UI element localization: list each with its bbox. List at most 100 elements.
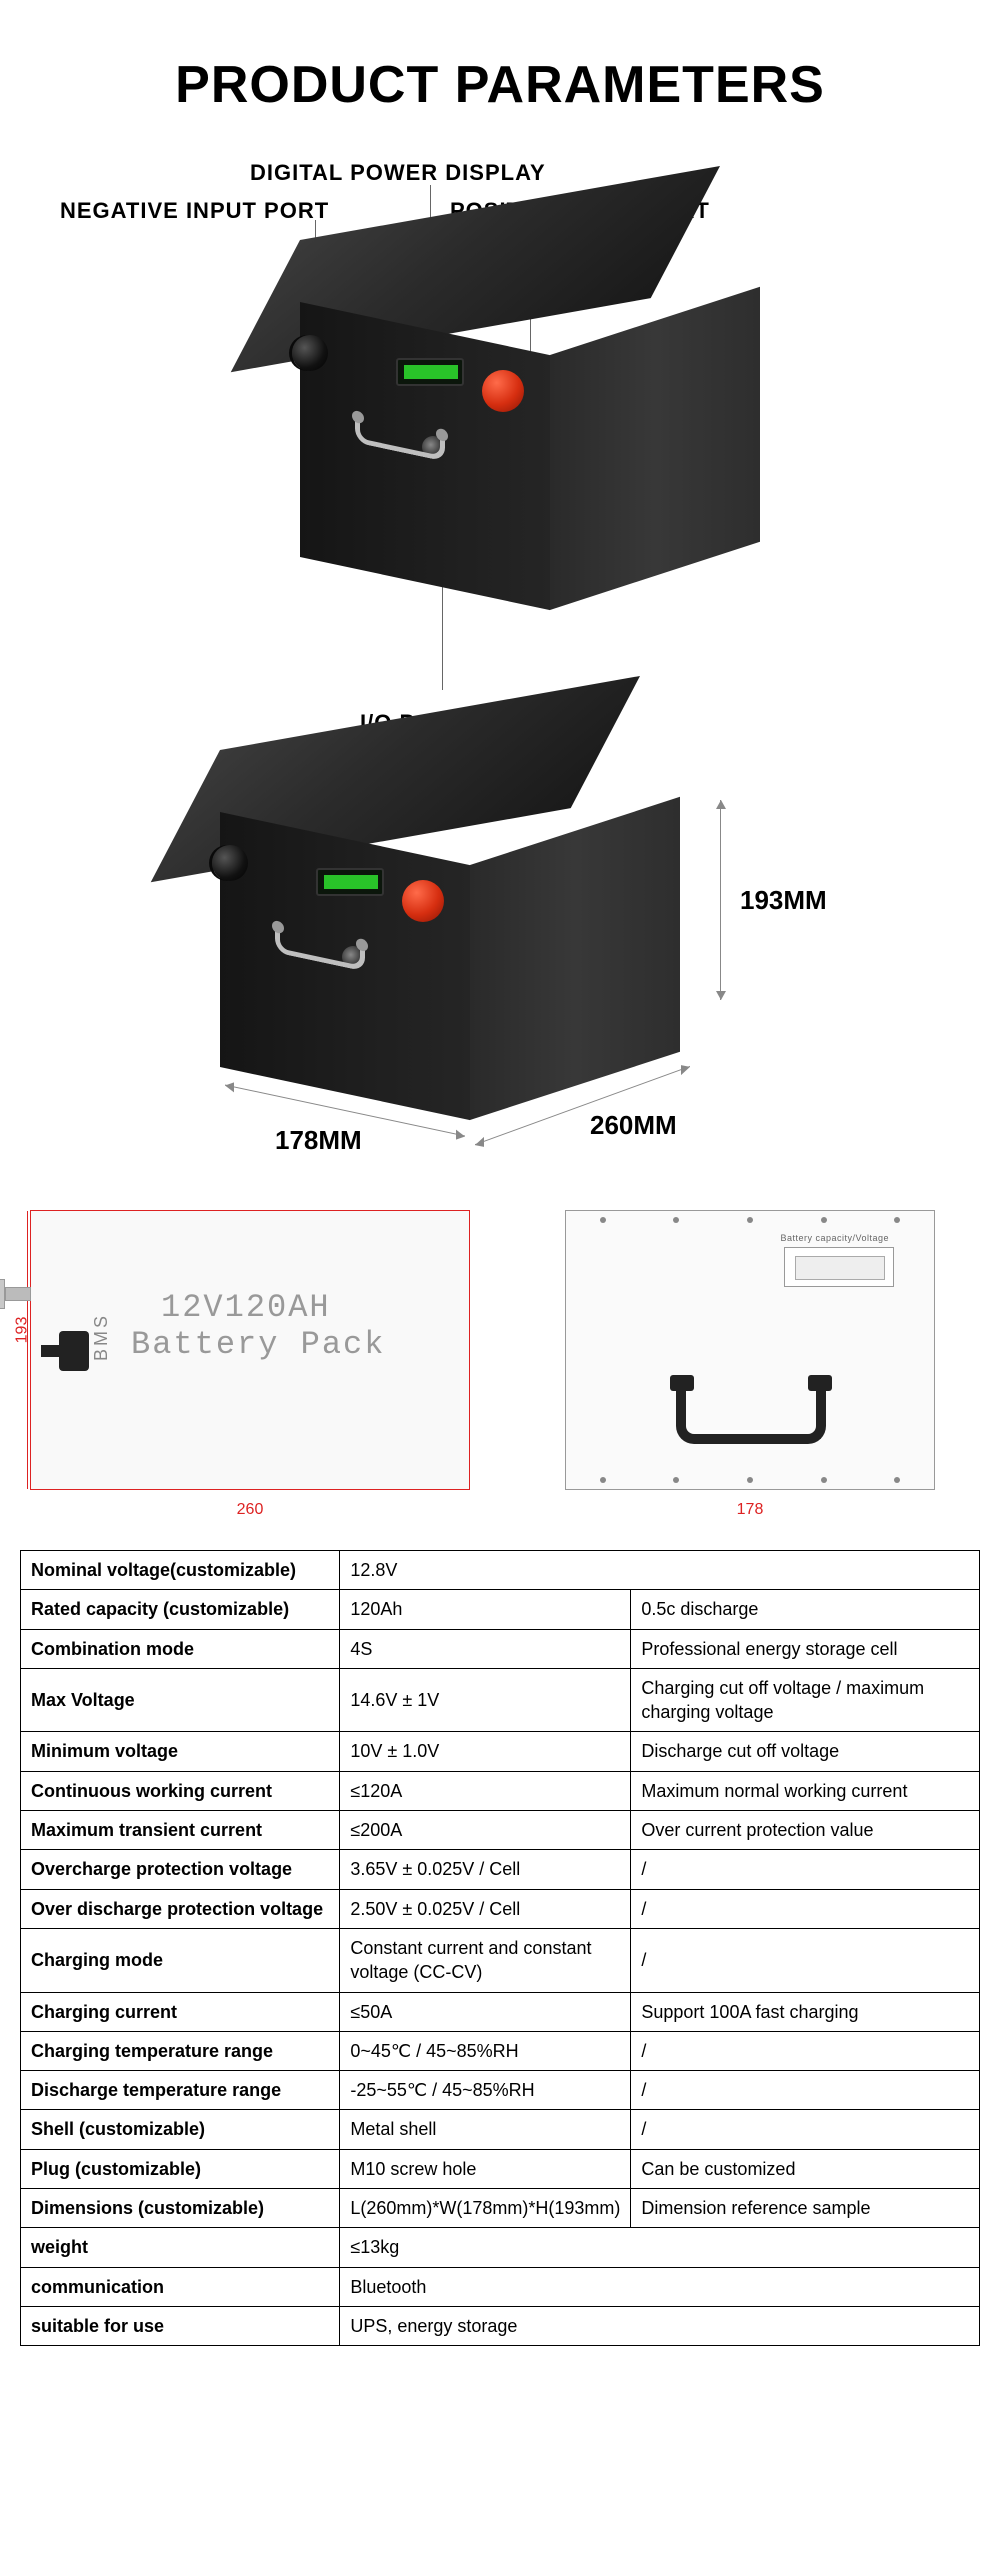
table-row: communicationBluetooth [21, 2267, 980, 2306]
side-elevation-drawing: BMS 12V120AH Battery Pack 193 260 [30, 1210, 470, 1490]
spec-value: ≤50A [340, 1992, 631, 2031]
table-row: Max Voltage14.6V ± 1VCharging cut off vo… [21, 1668, 980, 1732]
table-row: Combination mode4SProfessional energy st… [21, 1629, 980, 1668]
spec-name: Dimensions (customizable) [21, 2189, 340, 2228]
spec-name: Max Voltage [21, 1668, 340, 1732]
table-row: Minimum voltage10V ± 1.0VDischarge cut o… [21, 1732, 980, 1771]
battery-model-text: 12V120AH [161, 1289, 331, 1326]
spec-value: ≤13kg [340, 2228, 980, 2267]
spec-value: ≤120A [340, 1771, 631, 1810]
spec-note: / [631, 2071, 980, 2110]
spec-value: M10 screw hole [340, 2149, 631, 2188]
spec-value: 14.6V ± 1V [340, 1668, 631, 1732]
positive-port-icon [402, 880, 444, 922]
mount-holes-bottom [566, 1477, 934, 1483]
table-row: Overcharge protection voltage3.65V ± 0.0… [21, 1850, 980, 1889]
spec-value: 3.65V ± 0.025V / Cell [340, 1850, 631, 1889]
label-digital-display: DIGITAL POWER DISPLAY [250, 160, 546, 186]
spec-value: -25~55℃ / 45~85%RH [340, 2071, 631, 2110]
spec-note: Professional energy storage cell [631, 1629, 980, 1668]
spec-note: / [631, 1928, 980, 1992]
engineering-drawings: BMS 12V120AH Battery Pack 193 260 Batter… [0, 1190, 1000, 1550]
spec-note: Can be customized [631, 2149, 980, 2188]
table-row: suitable for useUPS, energy storage [21, 2306, 980, 2345]
table-row: Charging current≤50ASupport 100A fast ch… [21, 1992, 980, 2031]
table-row: Maximum transient current≤200AOver curre… [21, 1811, 980, 1850]
dim-260: 260 [31, 1501, 469, 1519]
spec-name: communication [21, 2267, 340, 2306]
dimension-line [720, 800, 721, 1000]
battery-box-illustration-2 [220, 750, 640, 1070]
table-row: Continuous working current≤120AMaximum n… [21, 1771, 980, 1810]
dimension-depth: 260MM [590, 1110, 677, 1141]
battery-pack-text: Battery Pack [131, 1326, 385, 1363]
spec-note: / [631, 1889, 980, 1928]
page-title: PRODUCT PARAMETERS [0, 0, 1000, 160]
spec-note: / [631, 2031, 980, 2070]
product-view-labeled: DIGITAL POWER DISPLAY NEGATIVE INPUT POR… [0, 160, 1000, 710]
spec-name: Minimum voltage [21, 1732, 340, 1771]
table-row: Plug (customizable)M10 screw holeCan be … [21, 2149, 980, 2188]
spec-name: Over discharge protection voltage [21, 1889, 340, 1928]
spec-name: Nominal voltage(customizable) [21, 1551, 340, 1590]
mount-holes-top [566, 1217, 934, 1223]
spec-value: L(260mm)*W(178mm)*H(193mm) [340, 2189, 631, 2228]
lcd-display-icon [316, 868, 384, 896]
spec-value: 0~45℃ / 45~85%RH [340, 2031, 631, 2070]
spec-value: Constant current and constant voltage (C… [340, 1928, 631, 1992]
spec-name: Maximum transient current [21, 1811, 340, 1850]
spec-name: Discharge temperature range [21, 2071, 340, 2110]
dimension-height: 193MM [740, 885, 827, 916]
spec-value: 120Ah [340, 1590, 631, 1629]
product-view-dimensions: I/O PORT 193MM 260MM 178MM [0, 710, 1000, 1190]
lcd-display-icon [396, 358, 464, 386]
spec-name: Shell (customizable) [21, 2110, 340, 2149]
key-icon [59, 1331, 89, 1371]
spec-name: Combination mode [21, 1629, 340, 1668]
table-row: Charging temperature range0~45℃ / 45~85%… [21, 2031, 980, 2070]
table-row: Charging modeConstant current and consta… [21, 1928, 980, 1992]
table-row: Over discharge protection voltage2.50V ±… [21, 1889, 980, 1928]
connector-icon [0, 1269, 31, 1319]
table-row: weight≤13kg [21, 2228, 980, 2267]
display-caption: Battery capacity/Voltage [780, 1233, 889, 1243]
spec-note: Maximum normal working current [631, 1771, 980, 1810]
spec-value: UPS, energy storage [340, 2306, 980, 2345]
table-row: Shell (customizable)Metal shell/ [21, 2110, 980, 2149]
spec-name: Charging current [21, 1992, 340, 2031]
spec-name: Rated capacity (customizable) [21, 1590, 340, 1629]
handle-outline-icon [676, 1389, 826, 1444]
spec-note: Support 100A fast charging [631, 1992, 980, 2031]
spec-note: Dimension reference sample [631, 2189, 980, 2228]
spec-name: Charging temperature range [21, 2031, 340, 2070]
dim-193: 193 [13, 1317, 31, 1344]
spec-name: Charging mode [21, 1928, 340, 1992]
spec-name: Overcharge protection voltage [21, 1850, 340, 1889]
spec-value: 12.8V [340, 1551, 980, 1590]
spec-value: ≤200A [340, 1811, 631, 1850]
dim-178: 178 [566, 1501, 934, 1519]
spec-name: suitable for use [21, 2306, 340, 2345]
table-row: Dimensions (customizable)L(260mm)*W(178m… [21, 2189, 980, 2228]
label-negative-port: NEGATIVE INPUT PORT [60, 198, 329, 224]
spec-note: 0.5c discharge [631, 1590, 980, 1629]
spec-name: Continuous working current [21, 1771, 340, 1810]
table-row: Rated capacity (customizable)120Ah0.5c d… [21, 1590, 980, 1629]
spec-name: Plug (customizable) [21, 2149, 340, 2188]
spec-note: / [631, 1850, 980, 1889]
positive-port-icon [482, 370, 524, 412]
front-elevation-drawing: Battery capacity/Voltage 178 [565, 1210, 935, 1490]
table-row: Discharge temperature range-25~55℃ / 45~… [21, 2071, 980, 2110]
dimension-width: 178MM [275, 1125, 362, 1156]
spec-value: 4S [340, 1629, 631, 1668]
spec-value: Metal shell [340, 2110, 631, 2149]
spec-value: Bluetooth [340, 2267, 980, 2306]
spec-note: Charging cut off voltage / maximum charg… [631, 1668, 980, 1732]
table-row: Nominal voltage(customizable)12.8V [21, 1551, 980, 1590]
spec-note: Over current protection value [631, 1811, 980, 1850]
negative-port-icon [292, 335, 328, 371]
spec-name: weight [21, 2228, 340, 2267]
spec-note: Discharge cut off voltage [631, 1732, 980, 1771]
spec-value: 10V ± 1.0V [340, 1732, 631, 1771]
negative-port-icon [212, 845, 248, 881]
